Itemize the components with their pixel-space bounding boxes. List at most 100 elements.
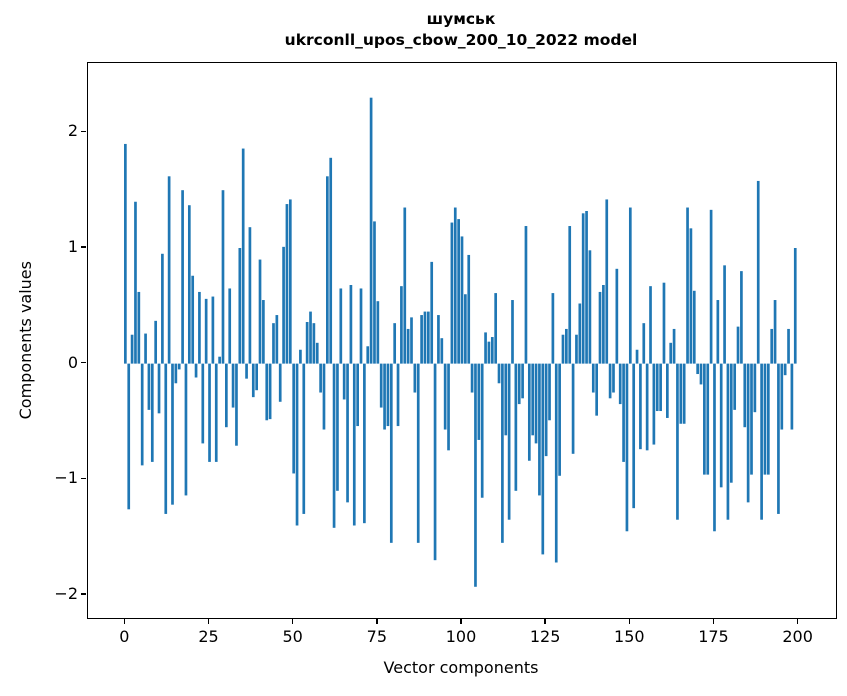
chart-bar — [154, 320, 158, 364]
chart-bar — [349, 285, 353, 364]
chart-bar — [413, 363, 417, 393]
x-tick-mark — [207, 619, 210, 624]
chart-bar — [497, 363, 501, 384]
chart-bar — [322, 363, 326, 430]
chart-bar — [578, 303, 582, 364]
chart-bar — [262, 300, 265, 364]
chart-bar — [669, 342, 673, 364]
chart-bar — [558, 363, 561, 476]
y-tick-mark — [81, 361, 86, 364]
chart-bar — [201, 363, 205, 444]
chart-bar — [746, 363, 750, 503]
chart-bar — [171, 363, 174, 505]
chart-bar — [272, 323, 275, 364]
chart-title: шумськ ukrconll_upos_cbow_200_10_2022 mo… — [87, 9, 835, 51]
chart-bar — [659, 363, 662, 412]
chart-bar — [150, 363, 154, 462]
x-tick-mark — [376, 619, 378, 624]
chart-bar — [214, 363, 218, 462]
chart-bar — [692, 290, 696, 364]
chart-bar — [265, 363, 269, 421]
chart-bar — [612, 363, 615, 393]
chart-bar — [790, 363, 794, 430]
chart-title-word: шумськ — [426, 10, 496, 28]
chart-bar — [480, 363, 484, 498]
chart-bar — [703, 363, 706, 475]
chart-bar — [527, 363, 531, 461]
chart-bar — [484, 332, 487, 364]
chart-bar — [326, 176, 329, 364]
x-tick-label: 75 — [366, 627, 387, 646]
chart-bar — [302, 363, 306, 514]
chart-bar — [645, 363, 649, 451]
chart-bar — [423, 311, 427, 364]
chart-bar — [315, 342, 319, 364]
chart-bar — [346, 363, 349, 503]
chart-bar — [460, 236, 464, 364]
y-tick-mark — [81, 130, 86, 133]
chart-bar — [295, 363, 299, 526]
chart-bar — [400, 286, 403, 364]
x-tick-label: 200 — [782, 627, 813, 646]
chart-bar — [561, 334, 565, 364]
x-tick-label: 100 — [445, 627, 477, 646]
chart-bar — [211, 296, 215, 364]
chart-bar — [635, 349, 639, 364]
chart-bar — [352, 363, 356, 526]
chart-bar — [565, 328, 568, 364]
chart-bar — [342, 363, 346, 400]
chart-bar — [410, 317, 413, 364]
chart-bar — [356, 363, 359, 427]
chart-bar — [177, 363, 181, 370]
chart-bar — [299, 349, 302, 364]
chart-bar — [369, 97, 373, 364]
chart-bar — [366, 346, 370, 364]
chart-bar — [440, 338, 444, 364]
chart-bar — [632, 363, 636, 509]
chart-bar — [221, 190, 225, 364]
chart-bar — [666, 363, 669, 418]
chart-bar — [787, 328, 790, 364]
chart-bar — [204, 298, 208, 364]
chart-bar — [487, 341, 491, 364]
chart-bar — [679, 363, 683, 424]
chart-bar — [312, 323, 316, 364]
chart-bar — [733, 363, 737, 410]
chart-bar — [198, 291, 201, 364]
chart-bar — [379, 363, 383, 408]
chart-bar — [585, 211, 588, 364]
chart-bar — [406, 328, 410, 364]
chart-bar — [228, 288, 232, 364]
chart-bar — [591, 363, 595, 393]
y-tick-mark — [81, 593, 86, 595]
chart-bar — [575, 334, 578, 364]
chart-bar — [386, 363, 390, 427]
chart-bar — [548, 363, 551, 421]
chart-bar — [750, 363, 753, 475]
chart-bar — [686, 207, 689, 364]
chart-bar — [531, 363, 535, 436]
chart-bar — [147, 363, 151, 410]
y-tick-label: −1 — [54, 468, 78, 488]
chart-bar — [181, 190, 184, 364]
x-tick-label: 0 — [119, 627, 130, 646]
chart-bar — [167, 176, 171, 364]
chart-bar — [144, 333, 147, 364]
x-tick-mark — [712, 619, 715, 624]
chart-bar — [319, 363, 322, 393]
chart-bar — [124, 143, 127, 364]
chart-bar — [453, 207, 457, 364]
chart-bar — [285, 204, 289, 364]
chart-bar — [373, 221, 376, 364]
chart-bar — [396, 363, 400, 427]
chart-bar — [258, 259, 262, 364]
chart-bar — [729, 363, 733, 483]
chart-bar — [241, 148, 245, 364]
chart-bar — [245, 363, 248, 379]
chart-bar — [602, 285, 605, 364]
chart-bar — [649, 286, 652, 364]
x-tick-mark — [796, 619, 799, 624]
chart-bar — [588, 250, 592, 364]
chart-bar — [447, 363, 450, 451]
chart-bar — [383, 363, 386, 430]
